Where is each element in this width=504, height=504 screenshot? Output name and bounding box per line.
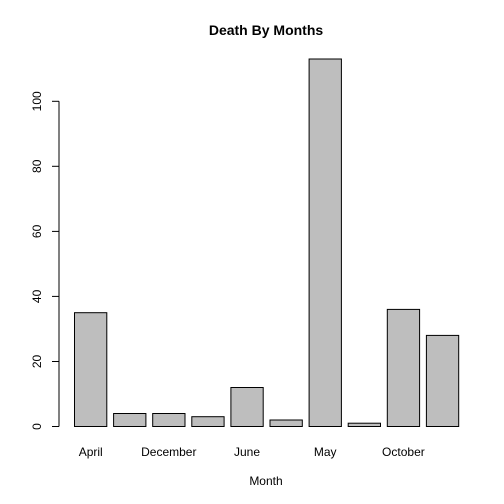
x-tick-label: May [314, 445, 337, 459]
y-tick-label: 0 [30, 423, 44, 430]
bar-1 [113, 413, 147, 427]
bar-2 [152, 413, 186, 427]
bar-9 [425, 334, 460, 427]
x-tick-label: October [382, 445, 425, 459]
bar-0 [74, 312, 108, 428]
x-axis-title: Month [249, 474, 282, 488]
bar-5 [269, 419, 303, 427]
bar-3 [191, 416, 225, 428]
bar-8 [386, 308, 421, 427]
bars-group [74, 58, 460, 428]
y-tick-label: 80 [30, 159, 44, 173]
bar-7 [347, 422, 382, 428]
y-tick-label: 20 [30, 355, 44, 369]
bar-6 [308, 58, 342, 427]
x-axis-labels: April December June May October [79, 445, 425, 459]
x-tick-label: June [234, 445, 260, 459]
bar-4 [230, 387, 264, 427]
y-tick-label: 60 [30, 224, 44, 238]
y-tick-label: 40 [30, 289, 44, 303]
x-tick-label: April [79, 445, 103, 459]
x-tick-label: December [141, 445, 196, 459]
y-axis: 0 20 40 60 80 100 [30, 91, 60, 430]
chart-title: Death By Months [209, 22, 324, 38]
y-tick-label: 100 [30, 91, 44, 111]
